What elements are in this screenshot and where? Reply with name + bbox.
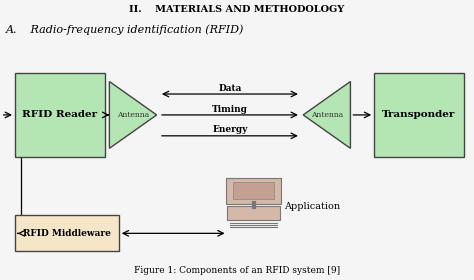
FancyBboxPatch shape bbox=[226, 178, 281, 204]
Text: RFID Middleware: RFID Middleware bbox=[23, 229, 111, 238]
Text: Figure 1: Components of an RFID system [9]: Figure 1: Components of an RFID system [… bbox=[134, 266, 340, 275]
Text: Energy: Energy bbox=[212, 125, 247, 134]
Text: II.    MATERIALS AND METHODOLOGY: II. MATERIALS AND METHODOLOGY bbox=[129, 5, 345, 14]
Text: Application: Application bbox=[284, 202, 340, 211]
Text: Antenna: Antenna bbox=[310, 111, 343, 119]
Text: RFID Reader: RFID Reader bbox=[22, 110, 97, 120]
FancyBboxPatch shape bbox=[233, 182, 274, 199]
Text: Transponder: Transponder bbox=[382, 110, 456, 120]
FancyBboxPatch shape bbox=[227, 206, 281, 220]
FancyBboxPatch shape bbox=[15, 73, 105, 157]
Polygon shape bbox=[303, 81, 350, 148]
FancyBboxPatch shape bbox=[15, 215, 119, 251]
Text: Data: Data bbox=[218, 84, 242, 93]
Text: Timing: Timing bbox=[212, 104, 248, 113]
FancyBboxPatch shape bbox=[374, 73, 464, 157]
Text: A.    Radio-frequency identification (RFID): A. Radio-frequency identification (RFID) bbox=[5, 24, 244, 35]
Polygon shape bbox=[109, 81, 156, 148]
Text: Antenna: Antenna bbox=[117, 111, 149, 119]
